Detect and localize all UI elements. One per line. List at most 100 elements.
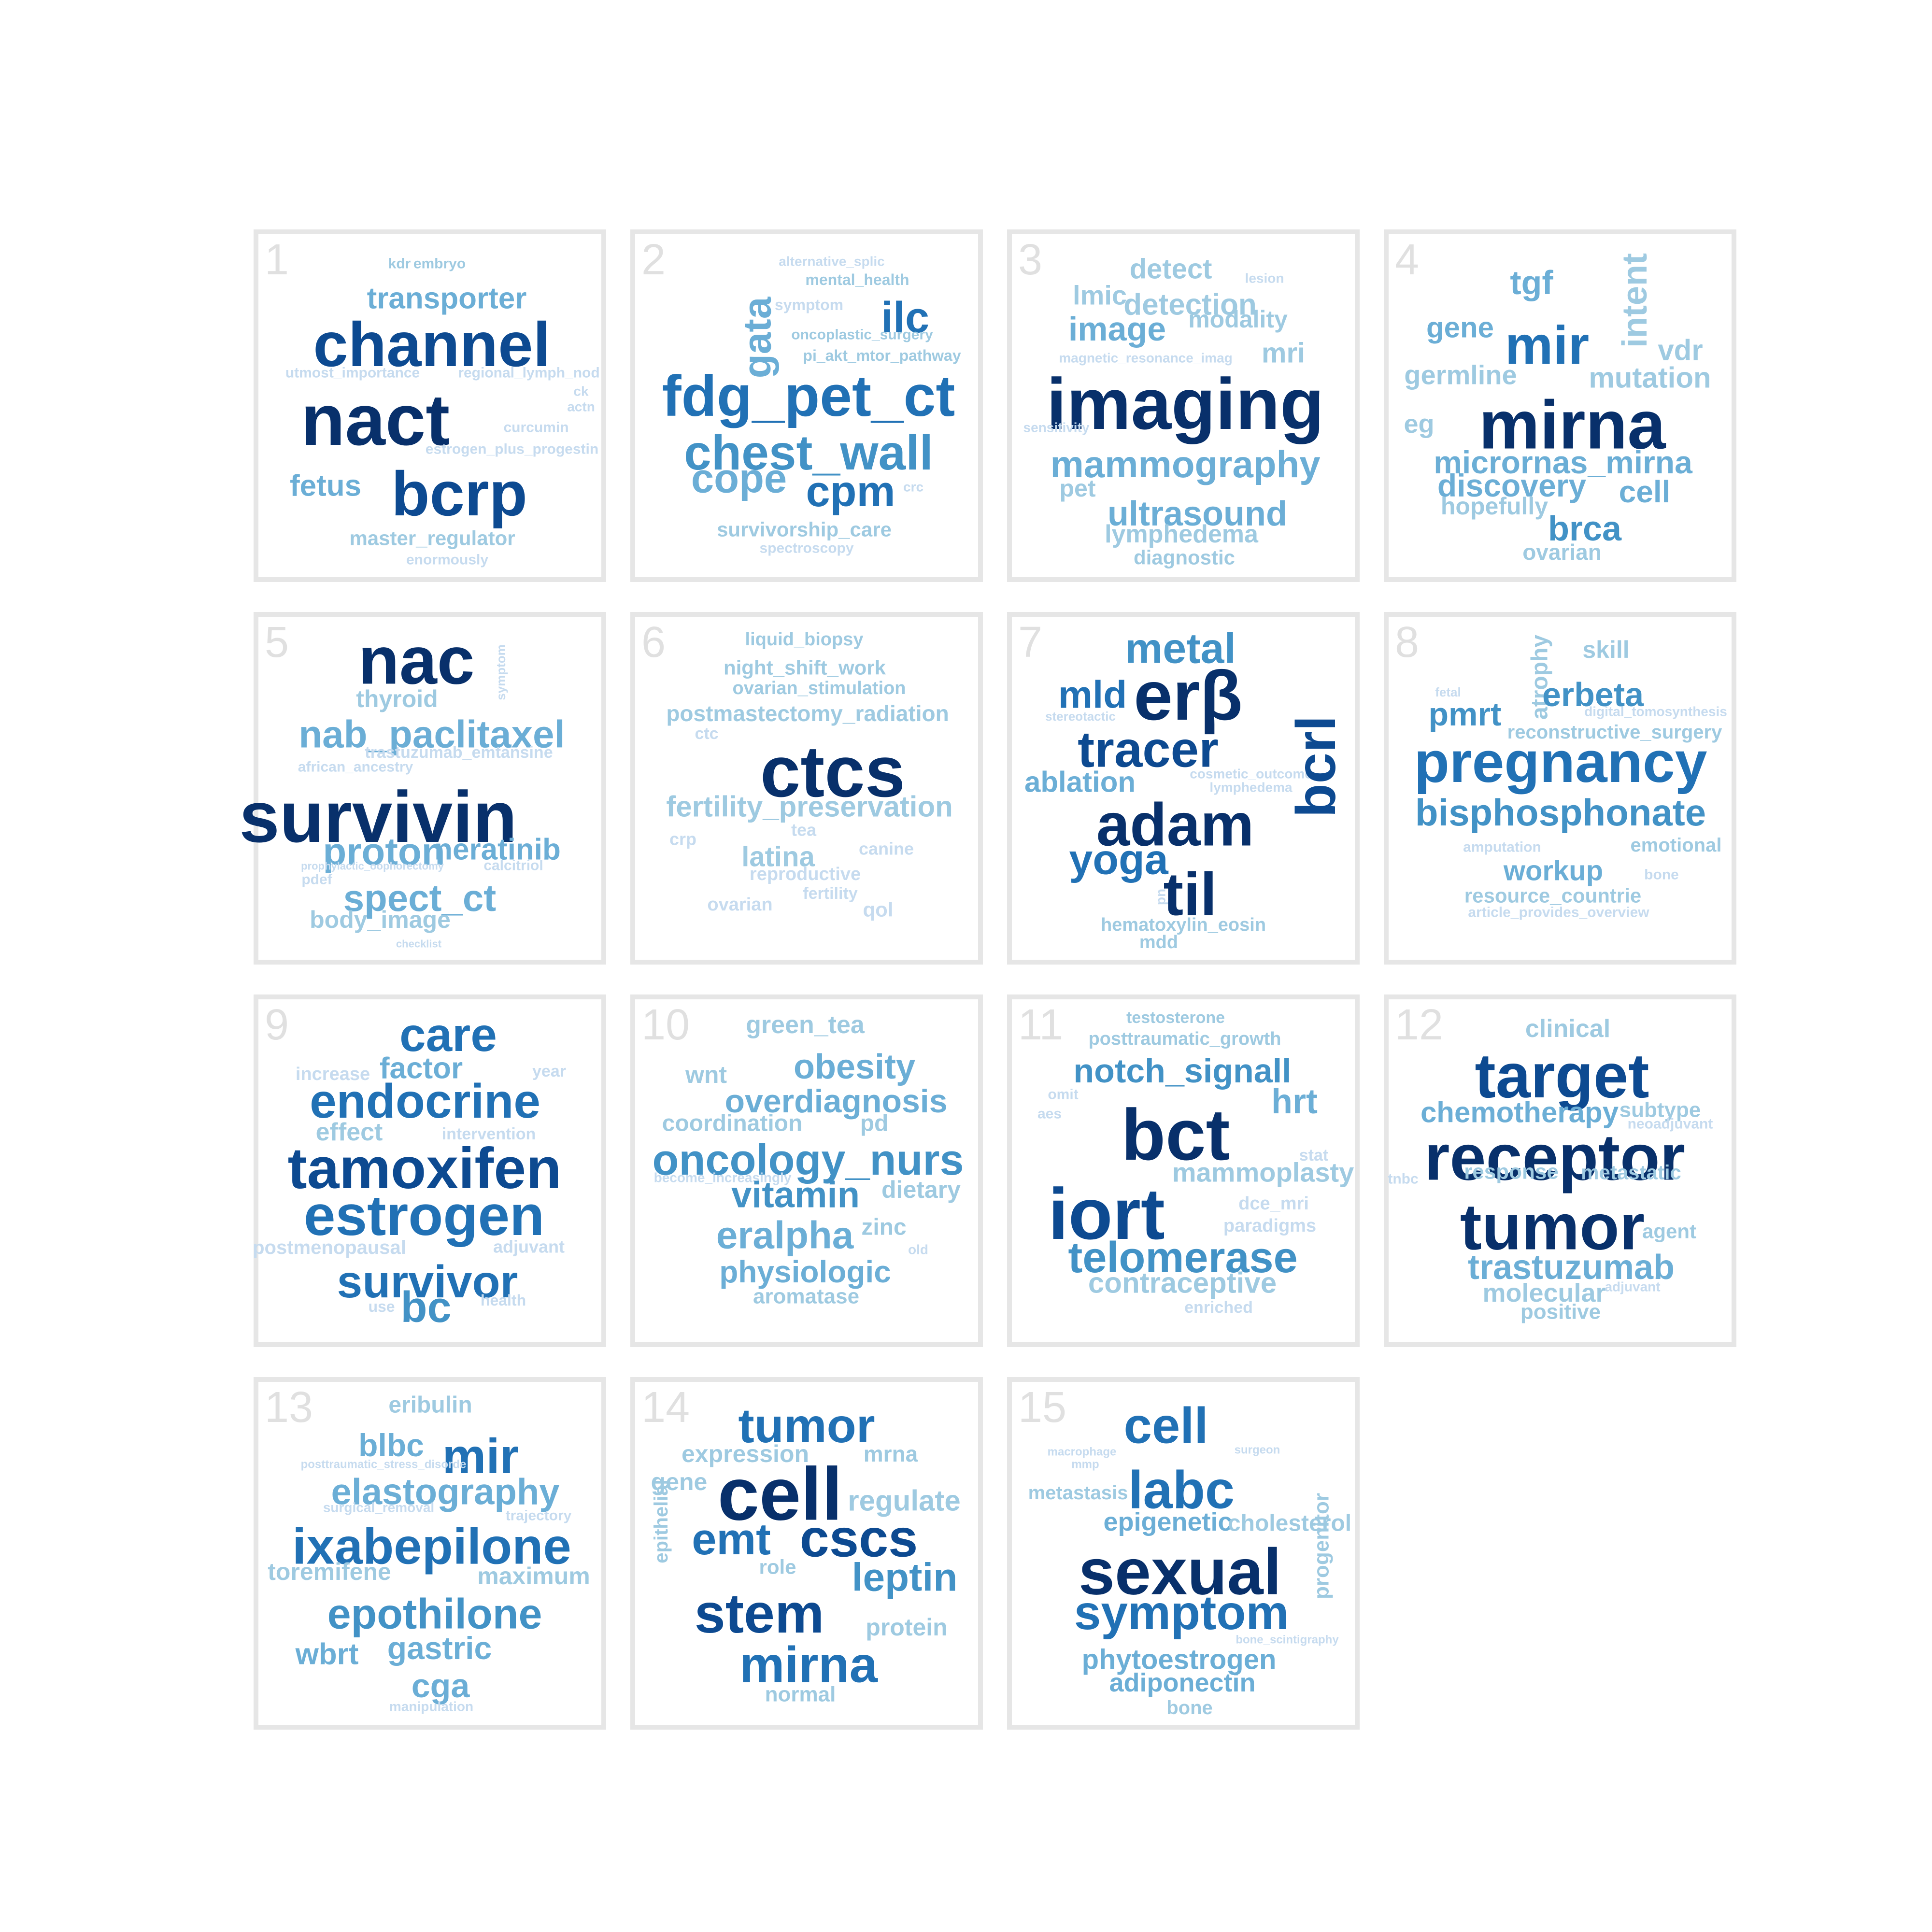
- panel-frame: [1384, 229, 1736, 582]
- word-term: regional_lymph_nod: [458, 365, 599, 381]
- panel-frame: [254, 1377, 606, 1730]
- word-term: resource_countrie: [1464, 884, 1641, 907]
- word-cloud-panel-1: 1 kdr embryo transporterchannelutmost_impor…: [254, 229, 606, 582]
- word-term: obesity: [794, 1048, 915, 1086]
- word-term: protein: [866, 1614, 947, 1641]
- word-term: hematoxylin_eosin: [1101, 915, 1266, 935]
- word-term: posttraumatic_growth: [1088, 1029, 1281, 1049]
- word-term: trastuzumab_emtansine: [365, 743, 553, 762]
- word-term: health: [481, 1292, 526, 1309]
- word-term: use: [368, 1298, 395, 1315]
- word-term: mmp: [1071, 1458, 1099, 1471]
- word-term: estrogen_plus_progestin: [426, 441, 598, 457]
- word-term: proton: [323, 830, 445, 873]
- panel-frame: [1007, 229, 1360, 582]
- word-term: mir: [1505, 315, 1589, 376]
- word-term: effect: [316, 1118, 383, 1146]
- word-term: ultrasound: [1108, 495, 1287, 533]
- word-term: spect_ct: [343, 877, 497, 919]
- word-term: role: [759, 1556, 796, 1578]
- word-term: tnbc: [1388, 1171, 1418, 1187]
- panel-number: 9: [265, 1001, 289, 1049]
- word-term: physiologic: [719, 1254, 891, 1289]
- word-term: lmic: [1073, 280, 1127, 311]
- word-term: metastatic: [1581, 1161, 1681, 1184]
- word-term: stem: [695, 1583, 824, 1645]
- word-term: liquid_biopsy: [745, 629, 864, 650]
- word-term: night_shift_work: [724, 656, 886, 679]
- word-term: progenitor: [1310, 1493, 1334, 1599]
- panel-number: 1: [265, 236, 289, 284]
- word-term: metastasis: [1028, 1482, 1128, 1504]
- panel-number: 5: [265, 618, 289, 667]
- word-term: pi_akt_mtor_pathway: [803, 347, 961, 364]
- panel-frame: [254, 229, 606, 582]
- word-term: transporter: [367, 282, 527, 315]
- word-term: tgf: [1510, 264, 1553, 301]
- word-term: eralpha: [716, 1214, 854, 1257]
- word-term: lymphedema: [1209, 780, 1293, 795]
- word-term: pmrt: [1428, 696, 1501, 733]
- word-term: reconstructive_surgery: [1507, 722, 1722, 743]
- word-term: lesion: [1245, 271, 1284, 286]
- word-term: response: [1464, 1160, 1559, 1184]
- word-term: blbc: [358, 1427, 424, 1463]
- word-term: molecular: [1482, 1279, 1605, 1307]
- word-term: prophylactic_oophorectomy: [301, 860, 444, 872]
- word-term: adiponectin: [1109, 1668, 1255, 1697]
- word-term: ablation: [1024, 766, 1136, 798]
- word-term: enormously: [406, 552, 488, 568]
- word-term: utmost_importance: [285, 365, 420, 381]
- word-cloud-panel-5: 5 nac symptom thyroidnab_paclitaxeltrastuzu…: [239, 612, 606, 965]
- word-term: gastric: [387, 1630, 492, 1666]
- word-term: tumor: [738, 1399, 875, 1453]
- word-term: fdg_pet_ct: [662, 364, 955, 428]
- word-term: kdr: [388, 256, 411, 272]
- word-term: neratinib: [434, 833, 561, 867]
- word-term: alternative_splic: [779, 254, 884, 269]
- word-term: diagnostic: [1134, 546, 1235, 569]
- word-term: nac: [358, 623, 474, 698]
- word-term: overdiagnosis: [724, 1083, 947, 1120]
- word-term: dce_mri: [1238, 1193, 1309, 1214]
- panel-frame: [630, 1377, 983, 1730]
- word-term: bone: [1166, 1697, 1213, 1719]
- word-cloud-panel-8: 8 atrophy skill fetal erbeta pmrt digital_tomo…: [1384, 612, 1736, 965]
- word-term: germline: [1404, 360, 1517, 390]
- panel-frame: [1384, 994, 1736, 1347]
- word-term: modality: [1188, 306, 1288, 333]
- word-term: vdr: [1658, 334, 1703, 367]
- word-term: macrophage: [1048, 1446, 1117, 1459]
- word-term: ctc: [695, 724, 718, 743]
- word-term: clinical: [1525, 1015, 1610, 1043]
- panel-number: 4: [1395, 236, 1419, 284]
- word-term: tumor: [1460, 1191, 1645, 1264]
- word-term: oncology_nurs: [652, 1136, 964, 1184]
- word-term: symptom: [494, 644, 508, 700]
- word-term: cell: [718, 1452, 843, 1536]
- word-term: eribulin: [388, 1392, 472, 1418]
- word-term: vitamin: [731, 1175, 860, 1216]
- panel-number: 11: [1018, 1001, 1063, 1049]
- word-term: hrt: [1271, 1082, 1318, 1121]
- word-term: become_increasingly: [654, 1170, 792, 1185]
- word-term: wnt: [685, 1061, 727, 1088]
- word-term: paradigms: [1223, 1216, 1316, 1236]
- word-term: curcumin: [503, 420, 568, 436]
- word-term: surgeon: [1235, 1444, 1280, 1457]
- word-cloud-panel-15: 15 cell macrophage surgeon mmp labcmetastasis…: [1007, 1377, 1360, 1730]
- word-term: fetus: [290, 469, 361, 503]
- word-cloud-panel-13: 13 eribulin blbc mirposttraumatic_stress_di…: [254, 1377, 606, 1730]
- word-term: neoadjuvant: [1628, 1116, 1713, 1132]
- word-term: leptin: [852, 1556, 958, 1600]
- word-term: article_provides_overview: [1468, 905, 1649, 921]
- word-term: ovarian: [1522, 540, 1602, 565]
- word-term: cholesterol: [1228, 1511, 1351, 1536]
- word-term: bcrl: [1285, 716, 1347, 818]
- word-term: emotional: [1631, 835, 1722, 856]
- panel-number: 7: [1018, 618, 1042, 667]
- word-term: care: [399, 1008, 497, 1061]
